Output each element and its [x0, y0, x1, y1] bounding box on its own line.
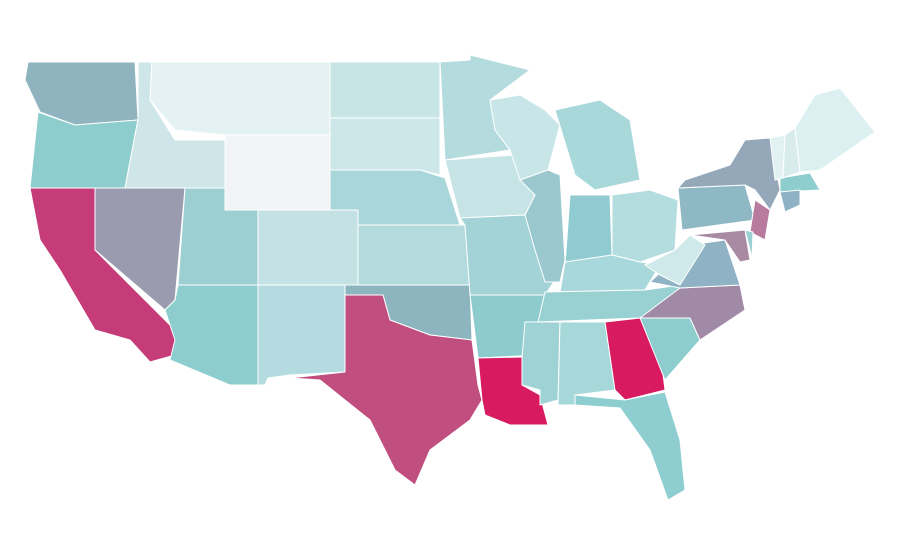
region [677, 184, 756, 231]
region [357, 224, 471, 286]
region [644, 234, 706, 286]
region [574, 391, 686, 501]
region [257, 209, 359, 286]
region [794, 87, 876, 173]
region [329, 117, 441, 176]
region [564, 194, 613, 266]
region [257, 284, 346, 386]
region [554, 99, 641, 191]
region [689, 229, 751, 263]
region [611, 189, 679, 263]
region [149, 61, 331, 136]
region [329, 61, 441, 119]
region [519, 169, 566, 283]
region [749, 199, 771, 241]
region [779, 189, 801, 213]
region [164, 284, 259, 386]
region [779, 172, 821, 193]
region [289, 294, 483, 486]
region [744, 229, 754, 259]
region [224, 134, 331, 211]
region [677, 137, 781, 211]
